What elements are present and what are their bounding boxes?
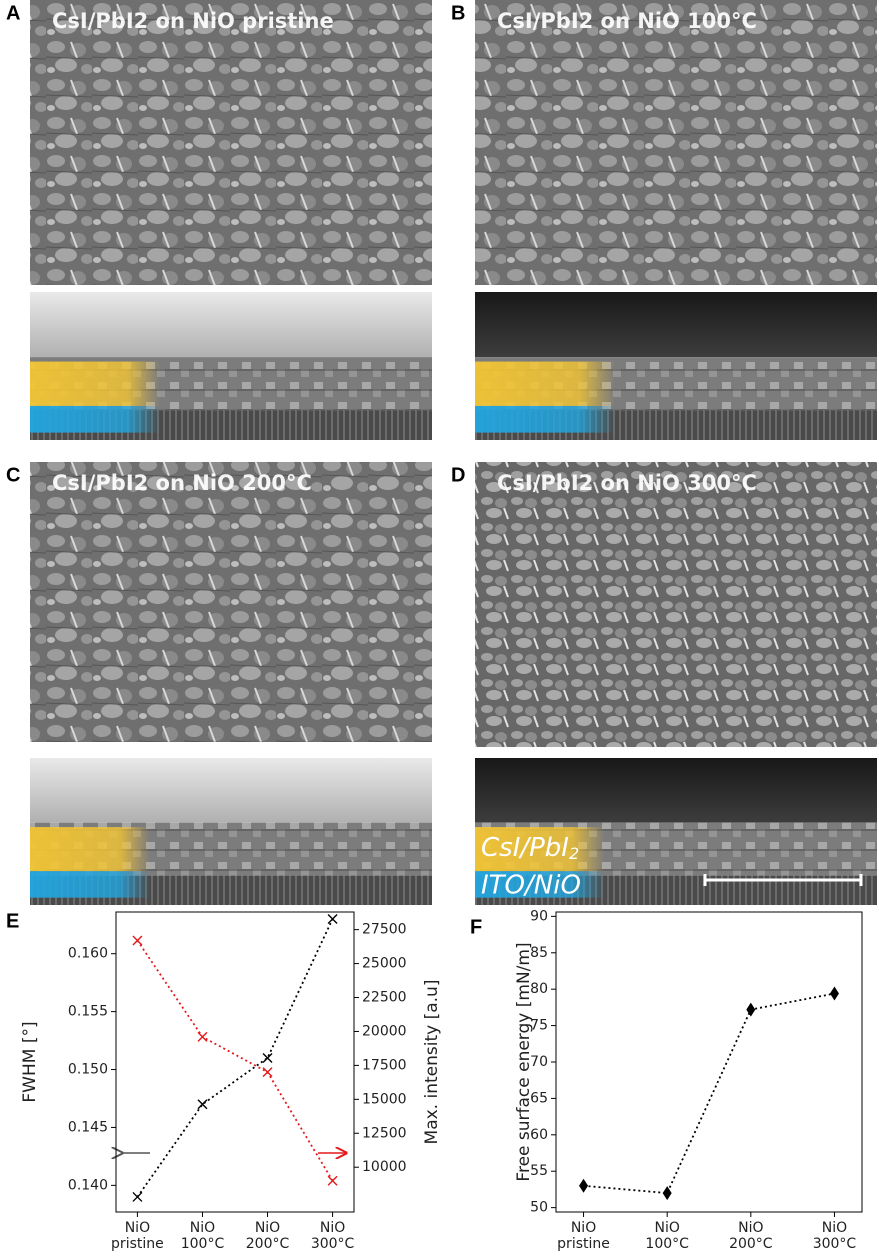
y-tick-label: 0.150 [68, 1062, 108, 1078]
y-tick-label: 60 [530, 1127, 548, 1143]
x-tick-label: NiO 300°C [812, 1220, 857, 1252]
y-axis-label: FWHM [°] [20, 1021, 40, 1102]
y-tick-label: 90 [530, 908, 548, 924]
panel-letter: D [451, 464, 465, 486]
y-tick-label: 80 [530, 981, 548, 997]
data-line [136, 918, 334, 1198]
y2-tick-label: 22500 [362, 990, 407, 1006]
image-caption: CsI/PbI2 on NiO pristine [52, 9, 334, 33]
data-point [579, 1178, 589, 1193]
data-point [197, 1031, 208, 1042]
substrate-layer-overlay [475, 405, 615, 433]
perovskite-layer-overlay [475, 827, 605, 872]
x-tick-label: NiO 200°C [729, 1220, 773, 1252]
data-point [662, 1186, 672, 1201]
data-point [132, 1191, 143, 1202]
sem-top-view [475, 462, 877, 747]
plot-frame [115, 911, 355, 1213]
panel-letter: C [6, 464, 20, 486]
y2-tick-label: 15000 [362, 1091, 407, 1107]
data-point [197, 1099, 208, 1110]
data-point [132, 935, 143, 946]
data-point [262, 1052, 273, 1063]
perovskite-layer-overlay [30, 827, 150, 872]
x-tick-label: NiO 100°C [180, 1220, 225, 1252]
y-tick-label: 0.160 [68, 946, 108, 962]
y2-tick-label: 27500 [362, 922, 407, 938]
sem-top-view [30, 462, 432, 742]
x-tick-label: NiO 300°C [310, 1220, 355, 1252]
y-tick-label: 0.145 [68, 1119, 108, 1135]
substrate-layer-overlay [475, 871, 605, 898]
x-tick-label: NiO 100°C [645, 1220, 689, 1252]
image-caption: CsI/PbI2 on NiO 300°C [497, 471, 757, 495]
y2-tick-label: 10000 [362, 1159, 407, 1175]
y-tick-label: 70 [530, 1054, 548, 1070]
y2-tick-label: 17500 [362, 1057, 407, 1073]
y-axis-label: Free surface energy [mN/m] [514, 942, 534, 1181]
layer-label-subscript: 2 [569, 844, 579, 863]
panel-letter: B [451, 2, 465, 24]
layer-label-text: CsI/PbI [481, 833, 569, 863]
x-tick-label: NiO pristine [111, 1220, 164, 1252]
cross-section-background [475, 758, 877, 823]
panel-letter: A [6, 2, 20, 24]
data-point [262, 1067, 273, 1078]
substrate-layer-overlay [30, 871, 150, 898]
cross-section-background [30, 758, 432, 823]
cross-section-background [475, 292, 877, 358]
layer-label: ITO/NiO [481, 871, 581, 901]
y-tick-label: 55 [530, 1163, 548, 1179]
x-axis-label: Substrate [668, 1256, 750, 1258]
x-axis-label: Substrate [194, 1256, 276, 1258]
cross-section-background [30, 292, 432, 358]
image-caption: CsI/PbI2 on NiO 200°C [52, 471, 312, 495]
data-line [136, 940, 334, 1182]
scale-bar [703, 874, 863, 886]
y-tick-label: 65 [530, 1090, 548, 1106]
panel-letter: F [470, 916, 482, 938]
y2-axis-label: Max. intensity [a.u] [422, 980, 442, 1145]
data-point [327, 1175, 338, 1186]
image-caption: CsI/PbI2 on NiO 100°C [497, 9, 757, 33]
y2-tick-label: 20000 [362, 1023, 407, 1039]
layer-label: CsI/PbI2 [481, 833, 579, 863]
perovskite-layer-overlay [30, 361, 160, 406]
y2-tick-label: 25000 [362, 956, 407, 972]
substrate-layer-overlay [30, 405, 160, 433]
data-point [327, 913, 338, 924]
x-tick-label: NiO 200°C [245, 1220, 290, 1252]
y2-tick-label: 12500 [362, 1125, 407, 1141]
plot-frame [555, 911, 863, 1213]
sem-top-view [30, 0, 432, 285]
data-point [829, 986, 839, 1001]
perovskite-layer-overlay [475, 361, 615, 406]
data-point [746, 1002, 756, 1017]
x-tick-label: NiO pristine [557, 1220, 610, 1252]
y-tick-label: 0.155 [68, 1004, 108, 1020]
sem-top-view [475, 0, 877, 285]
y-tick-label: 50 [530, 1200, 548, 1216]
y-tick-label: 75 [530, 1018, 548, 1034]
data-line [583, 992, 835, 1195]
panel-letter: E [6, 910, 19, 932]
y-tick-label: 0.140 [68, 1177, 108, 1193]
y-tick-label: 85 [530, 945, 548, 961]
